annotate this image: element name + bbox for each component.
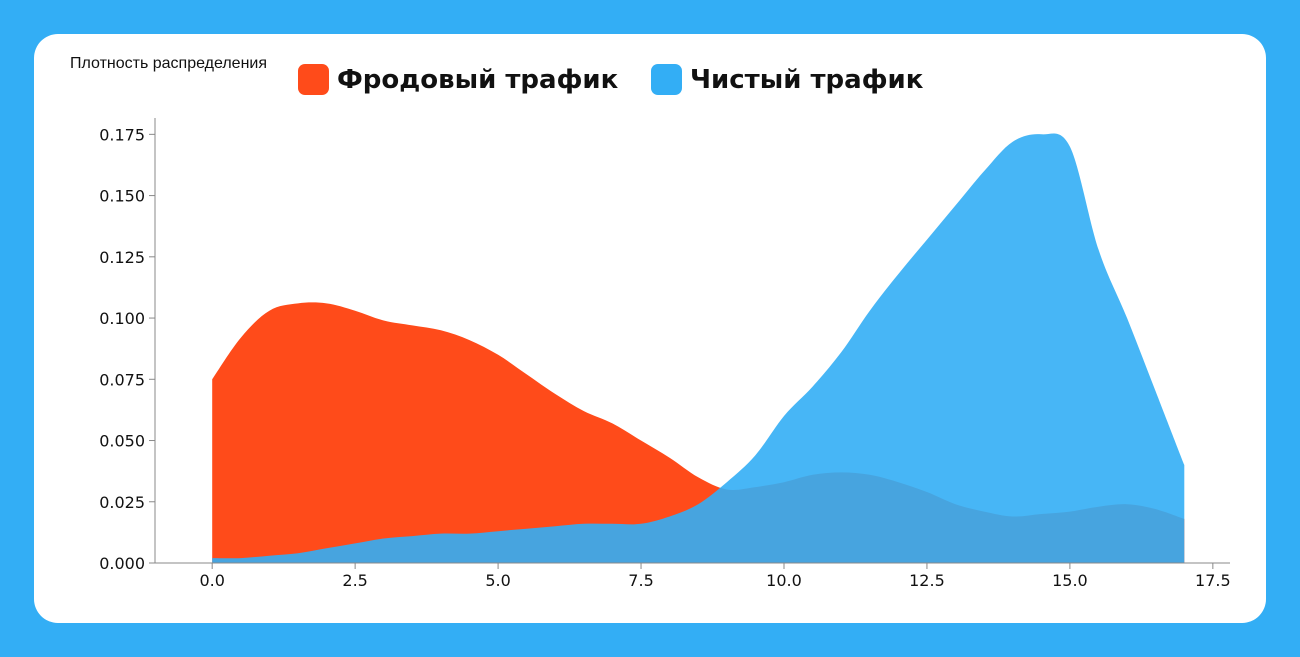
- x-tick-label: 2.5: [342, 571, 367, 590]
- legend-swatch-fraud: [298, 64, 329, 95]
- x-tick-label: 7.5: [628, 571, 653, 590]
- area-clean-traffic: [212, 133, 1185, 564]
- y-tick-label: 0.050: [99, 432, 145, 451]
- x-tick-label: 12.5: [909, 571, 945, 590]
- y-tick-label: 0.025: [99, 493, 145, 512]
- area-fraud-traffic: [212, 302, 1185, 563]
- y-axis-label: Плотность распределения: [70, 55, 268, 72]
- axes: 0.0 2.5 5.0 7.5 10.0 12.5 15.0 17.5 0.000 0.025 0.…: [99, 118, 1231, 590]
- legend-item-fraud: Фродовый трафик: [298, 64, 618, 95]
- y-tick-label: 0.100: [99, 309, 145, 328]
- x-tick-label: 10.0: [766, 571, 802, 590]
- legend-label-clean: Чистый трафик: [690, 64, 924, 95]
- x-tick-label: 5.0: [485, 571, 510, 590]
- y-tick-label: 0.075: [99, 370, 145, 389]
- y-tick-label: 0.175: [99, 125, 145, 144]
- y-tick-label: 0.125: [99, 248, 145, 267]
- series-areas: [212, 133, 1185, 564]
- x-tick-label: 15.0: [1052, 571, 1088, 590]
- legend-item-clean: Чистый трафик: [651, 64, 923, 95]
- x-tick-label: 0.0: [199, 571, 224, 590]
- y-tick-label: 0.000: [99, 554, 145, 573]
- y-tick-label: 0.150: [99, 187, 145, 206]
- legend-label-fraud: Фродовый трафик: [337, 64, 619, 95]
- legend-swatch-clean: [651, 64, 682, 95]
- x-tick-label: 17.5: [1195, 571, 1231, 590]
